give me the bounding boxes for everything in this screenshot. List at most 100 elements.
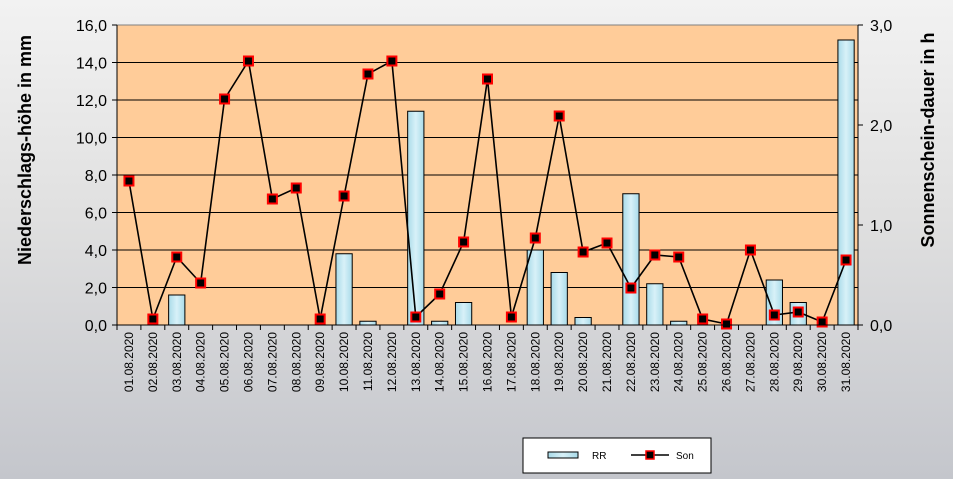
son-marker xyxy=(171,251,183,263)
son-marker xyxy=(601,237,613,249)
son-marker xyxy=(792,306,804,318)
son-marker xyxy=(386,55,398,67)
son-marker xyxy=(744,244,756,256)
x-tick-label: 31.08.2020 xyxy=(839,332,853,392)
x-tick-label: 04.08.2020 xyxy=(194,332,208,392)
x-tick-label: 18.08.2020 xyxy=(528,332,542,392)
bar-rr xyxy=(335,253,353,326)
x-tick-label: 06.08.2020 xyxy=(241,332,255,392)
bar-rr xyxy=(454,302,473,326)
x-tick-label: 13.08.2020 xyxy=(409,332,423,392)
son-marker xyxy=(673,251,685,263)
x-tick-label: 14.08.2020 xyxy=(433,332,447,392)
x-tick-label: 23.08.2020 xyxy=(648,332,662,392)
son-marker xyxy=(816,316,828,328)
legend-rr-swatch xyxy=(547,451,579,459)
son-marker xyxy=(768,309,780,321)
bar-rr xyxy=(359,320,377,326)
x-axis: 01.08.2020 02.08.2020 03.08.2020 04.08.2020… xyxy=(116,324,859,392)
bar-rr xyxy=(526,249,544,326)
y2-tick-label: 0,0 xyxy=(870,318,892,335)
x-tick-label: 21.08.2020 xyxy=(600,332,614,392)
legend: RR Son xyxy=(522,437,712,474)
x-tick-label: 22.08.2020 xyxy=(624,332,638,392)
son-marker xyxy=(697,313,709,325)
son-marker xyxy=(458,236,470,248)
y-tick-label: 4,0 xyxy=(85,243,107,260)
y-tick-label: 12,0 xyxy=(76,93,107,110)
x-tick-label: 25.08.2020 xyxy=(696,332,710,392)
y-tick-label: 16,0 xyxy=(76,18,107,35)
y2-axis-title: Sonnenschein-dauer in h xyxy=(918,32,938,247)
son-marker xyxy=(338,190,350,202)
son-marker xyxy=(577,246,589,258)
x-tick-label: 20.08.2020 xyxy=(576,332,590,392)
son-marker xyxy=(625,282,637,294)
x-tick-label: 30.08.2020 xyxy=(815,332,829,392)
bar-rr xyxy=(622,193,640,326)
son-marker xyxy=(505,311,517,323)
x-tick-label: 15.08.2020 xyxy=(457,332,471,392)
y-axis-left: 0,0 2,0 4,0 6,0 8,0 10,0 12,0 14,0 16,0 xyxy=(76,18,118,335)
son-line xyxy=(123,55,852,330)
x-tick-label: 29.08.2020 xyxy=(791,332,805,392)
x-tick-label: 26.08.2020 xyxy=(720,332,734,392)
x-tick-label: 24.08.2020 xyxy=(672,332,686,392)
son-marker xyxy=(314,313,326,325)
x-tick-label: 01.08.2020 xyxy=(122,332,136,392)
legend-son-label: Son xyxy=(676,451,694,462)
son-marker xyxy=(721,318,733,330)
x-tick-label: 07.08.2020 xyxy=(265,332,279,392)
x-tick-label: 27.08.2020 xyxy=(743,332,757,392)
son-marker xyxy=(147,313,159,325)
x-tick-label: 05.08.2020 xyxy=(218,332,232,392)
son-marker xyxy=(553,110,565,122)
son-marker xyxy=(482,73,493,85)
y-tick-label: 8,0 xyxy=(85,168,107,185)
y-axis-title: Niederschlags-höhe in mm xyxy=(15,35,35,265)
y-tick-label: 2,0 xyxy=(85,281,107,298)
y2-tick-label: 2,0 xyxy=(870,118,892,135)
x-tick-label: 08.08.2020 xyxy=(289,332,303,392)
bar-rr xyxy=(550,272,568,326)
bar-rr xyxy=(168,294,186,326)
son-marker xyxy=(123,175,135,187)
x-tick-label: 11.08.2020 xyxy=(361,332,375,391)
son-marker xyxy=(266,193,278,205)
gridlines xyxy=(117,62,858,288)
y2-tick-label: 3,0 xyxy=(870,18,892,35)
x-tick-label: 16.08.2020 xyxy=(481,332,495,392)
son-marker xyxy=(529,232,541,244)
bar-rr xyxy=(407,110,425,326)
x-tick-label: 19.08.2020 xyxy=(552,332,566,392)
y-tick-label: 14,0 xyxy=(76,56,107,73)
x-tick-label: 28.08.2020 xyxy=(767,332,781,392)
son-marker xyxy=(649,249,661,261)
son-marker xyxy=(219,93,231,105)
son-marker xyxy=(410,311,422,323)
son-marker xyxy=(195,277,207,289)
son-marker xyxy=(242,55,254,67)
y-tick-label: 0,0 xyxy=(85,318,107,335)
x-tick-label: 12.08.2020 xyxy=(385,332,399,392)
son-marker xyxy=(362,68,374,80)
x-tick-label: 10.08.2020 xyxy=(337,332,351,392)
legend-rr-label: RR xyxy=(592,451,606,462)
x-tick-label: 02.08.2020 xyxy=(146,332,160,392)
legend-son-marker xyxy=(645,450,655,460)
son-marker xyxy=(434,288,446,300)
y-tick-label: 6,0 xyxy=(85,206,107,223)
y-tick-label: 10,0 xyxy=(76,131,107,148)
son-marker xyxy=(290,182,302,194)
bar-rr xyxy=(837,39,855,326)
bar-rr xyxy=(574,317,592,326)
son-marker xyxy=(840,254,852,266)
bar-rr xyxy=(646,283,664,326)
x-tick-label: 03.08.2020 xyxy=(170,332,184,392)
y2-tick-label: 1,0 xyxy=(870,218,892,235)
x-tick-label: 17.08.2020 xyxy=(504,332,518,392)
bar-rr xyxy=(670,320,688,326)
bar-rr xyxy=(431,320,449,326)
y-axis-right: 0,0 1,0 2,0 3,0 xyxy=(857,18,892,335)
